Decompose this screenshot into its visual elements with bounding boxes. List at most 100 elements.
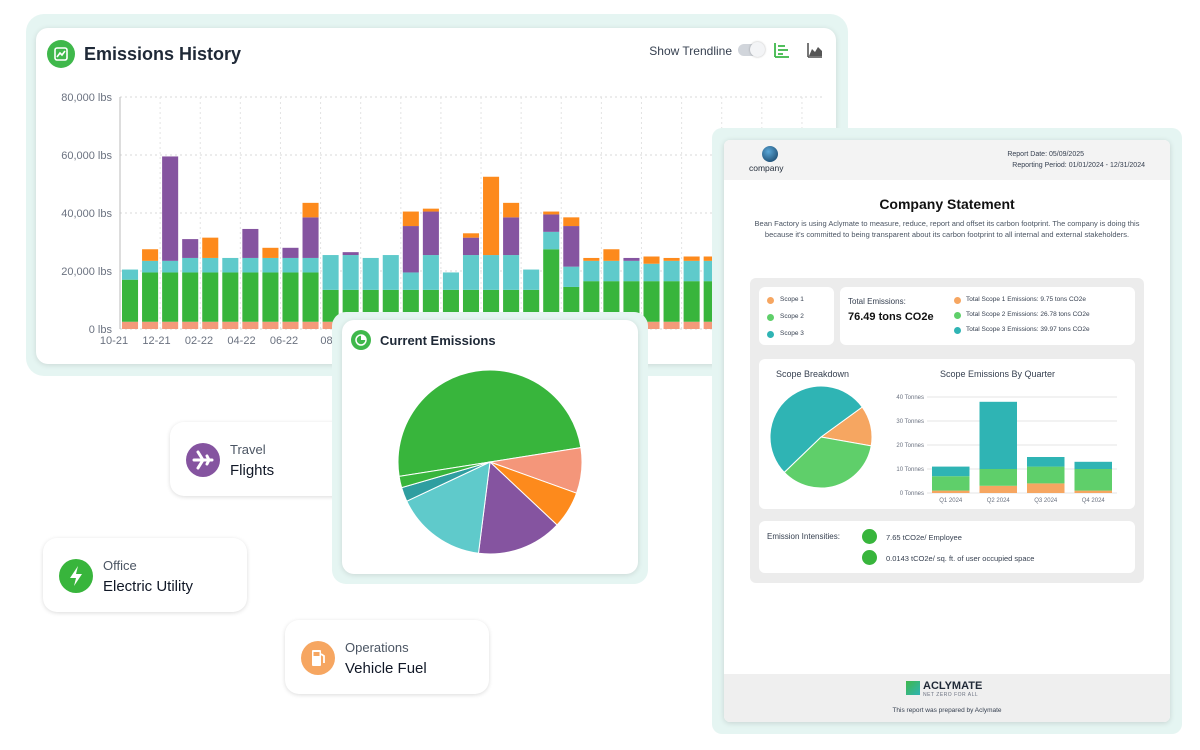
pie-slice (406, 461, 491, 554)
legend-swatch (767, 331, 774, 338)
bar-segment (563, 217, 580, 227)
bar-segment (543, 231, 560, 250)
x-tick-label: 12-21 (142, 335, 170, 347)
pie-slice (398, 461, 491, 489)
bar-segment (623, 257, 640, 261)
bar-segment (242, 228, 259, 258)
legend-swatch (767, 314, 774, 321)
bar-segment (302, 272, 319, 322)
bar-segment (202, 257, 219, 273)
bar-segment (603, 260, 620, 282)
area-chart-icon[interactable] (806, 41, 824, 59)
emissions-history-title: Emissions History (84, 44, 242, 64)
bar-segment (422, 211, 439, 256)
category-main: Vehicle Fuel (345, 660, 427, 677)
bar-segment (382, 255, 399, 290)
bar-segment (503, 202, 520, 218)
bar-segment (683, 256, 700, 261)
scope-breakdown-title: Scope Breakdown (776, 369, 850, 379)
y-tick-label: 20,000 lbs (61, 266, 112, 278)
y-tick-label: 40 Tonnes (896, 395, 924, 401)
bar-segment (162, 260, 179, 273)
category-main: Flights (230, 462, 275, 479)
bar-segment (262, 247, 279, 258)
bar-segment (342, 255, 359, 290)
bar-segment (583, 257, 600, 261)
bar-segment (623, 281, 640, 322)
bar-segment (543, 214, 560, 232)
bar-segment (242, 321, 259, 329)
intensity-employee: 7.65 tCO2e/ Employee (886, 533, 962, 542)
pie-slice (769, 385, 863, 474)
bar-segment (932, 476, 970, 491)
bar-segment (703, 321, 720, 329)
aclymate-brand: ACLYMATE (923, 680, 983, 692)
bar-segment (643, 321, 660, 329)
bar-segment (262, 257, 279, 273)
category-sub: Office (103, 558, 137, 573)
bar-segment (182, 272, 199, 322)
bar-segment (142, 321, 159, 329)
bar-segment (1027, 466, 1065, 484)
bar-segment (1074, 461, 1112, 469)
bar-segment (563, 266, 580, 287)
ruler-icon (862, 550, 877, 565)
total-emissions-box: Total Emissions: 76.49 tons CO2e Total S… (840, 287, 1135, 345)
bar-segment (182, 239, 199, 258)
category-card-vehicle-fuel[interactable]: Operations Vehicle Fuel (285, 620, 489, 694)
bar-segment (142, 249, 159, 261)
bar-segment (663, 281, 680, 322)
bar-segment (322, 255, 339, 290)
y-tick-label: 60,000 lbs (61, 150, 112, 162)
bar-segment (162, 321, 179, 329)
bar-segment (202, 321, 219, 329)
x-tick-label: 04-22 (227, 335, 255, 347)
aclymate-tagline: NET ZERO FOR ALL (923, 692, 979, 698)
company-logo-text: company (749, 163, 784, 173)
legend-label: Scope 2 (780, 313, 804, 320)
reporting-period: Reporting Period: 01/01/2024 - 12/31/202… (1012, 162, 1145, 169)
x-tick-label: 02-22 (185, 335, 213, 347)
bar-segment (523, 269, 540, 290)
report-date: Report Date: 05/09/2025 (1007, 151, 1084, 158)
bar-segment (422, 255, 439, 290)
bar-segment (1027, 483, 1065, 493)
intensity-space: 0.0143 tCO2e/ sq. ft. of user occupied s… (886, 554, 1035, 563)
legend-swatch (767, 297, 774, 304)
bar-segment (282, 247, 299, 258)
y-tick-label: 0 lbs (89, 324, 113, 336)
x-tick-label: Q4 2024 (1082, 498, 1106, 504)
trendline-toggle[interactable] (738, 42, 765, 57)
bar-segment (202, 237, 219, 258)
bar-segment (402, 211, 419, 227)
bar-chart-icon[interactable] (773, 41, 791, 59)
bar-segment (643, 256, 660, 264)
x-tick-label: 06-22 (270, 335, 298, 347)
bar-segment (162, 272, 179, 322)
bar-segment (462, 255, 480, 290)
bar-segment (703, 256, 720, 261)
x-tick-label: Q2 2024 (987, 498, 1011, 504)
category-card-electric-utility[interactable]: Office Electric Utility (43, 538, 247, 612)
bar-segment (322, 289, 339, 322)
pie-slice (783, 436, 872, 489)
bar-segment (503, 255, 520, 290)
bar-segment (182, 321, 199, 329)
bar-segment (142, 272, 159, 322)
intensities-label: Emission Intensities: (767, 532, 840, 541)
bar-segment (122, 321, 139, 329)
bar-segment (643, 281, 660, 322)
bar-segment (603, 281, 620, 322)
bar-segment (302, 217, 319, 258)
bar-segment (483, 255, 500, 290)
bar-segment (282, 321, 299, 329)
report-summary-panel: Scope 1 Scope 2 Scope 3 Total Emissions:… (750, 278, 1144, 583)
scope-quarter-title: Scope Emissions By Quarter (940, 369, 1056, 379)
bar-segment (543, 249, 560, 322)
x-tick-label: Q1 2024 (939, 498, 963, 504)
bar-segment (122, 279, 139, 322)
bar-segment (422, 208, 439, 212)
y-tick-label: 40,000 lbs (61, 208, 112, 220)
bar-segment (979, 401, 1017, 469)
bar-segment (979, 485, 1017, 493)
